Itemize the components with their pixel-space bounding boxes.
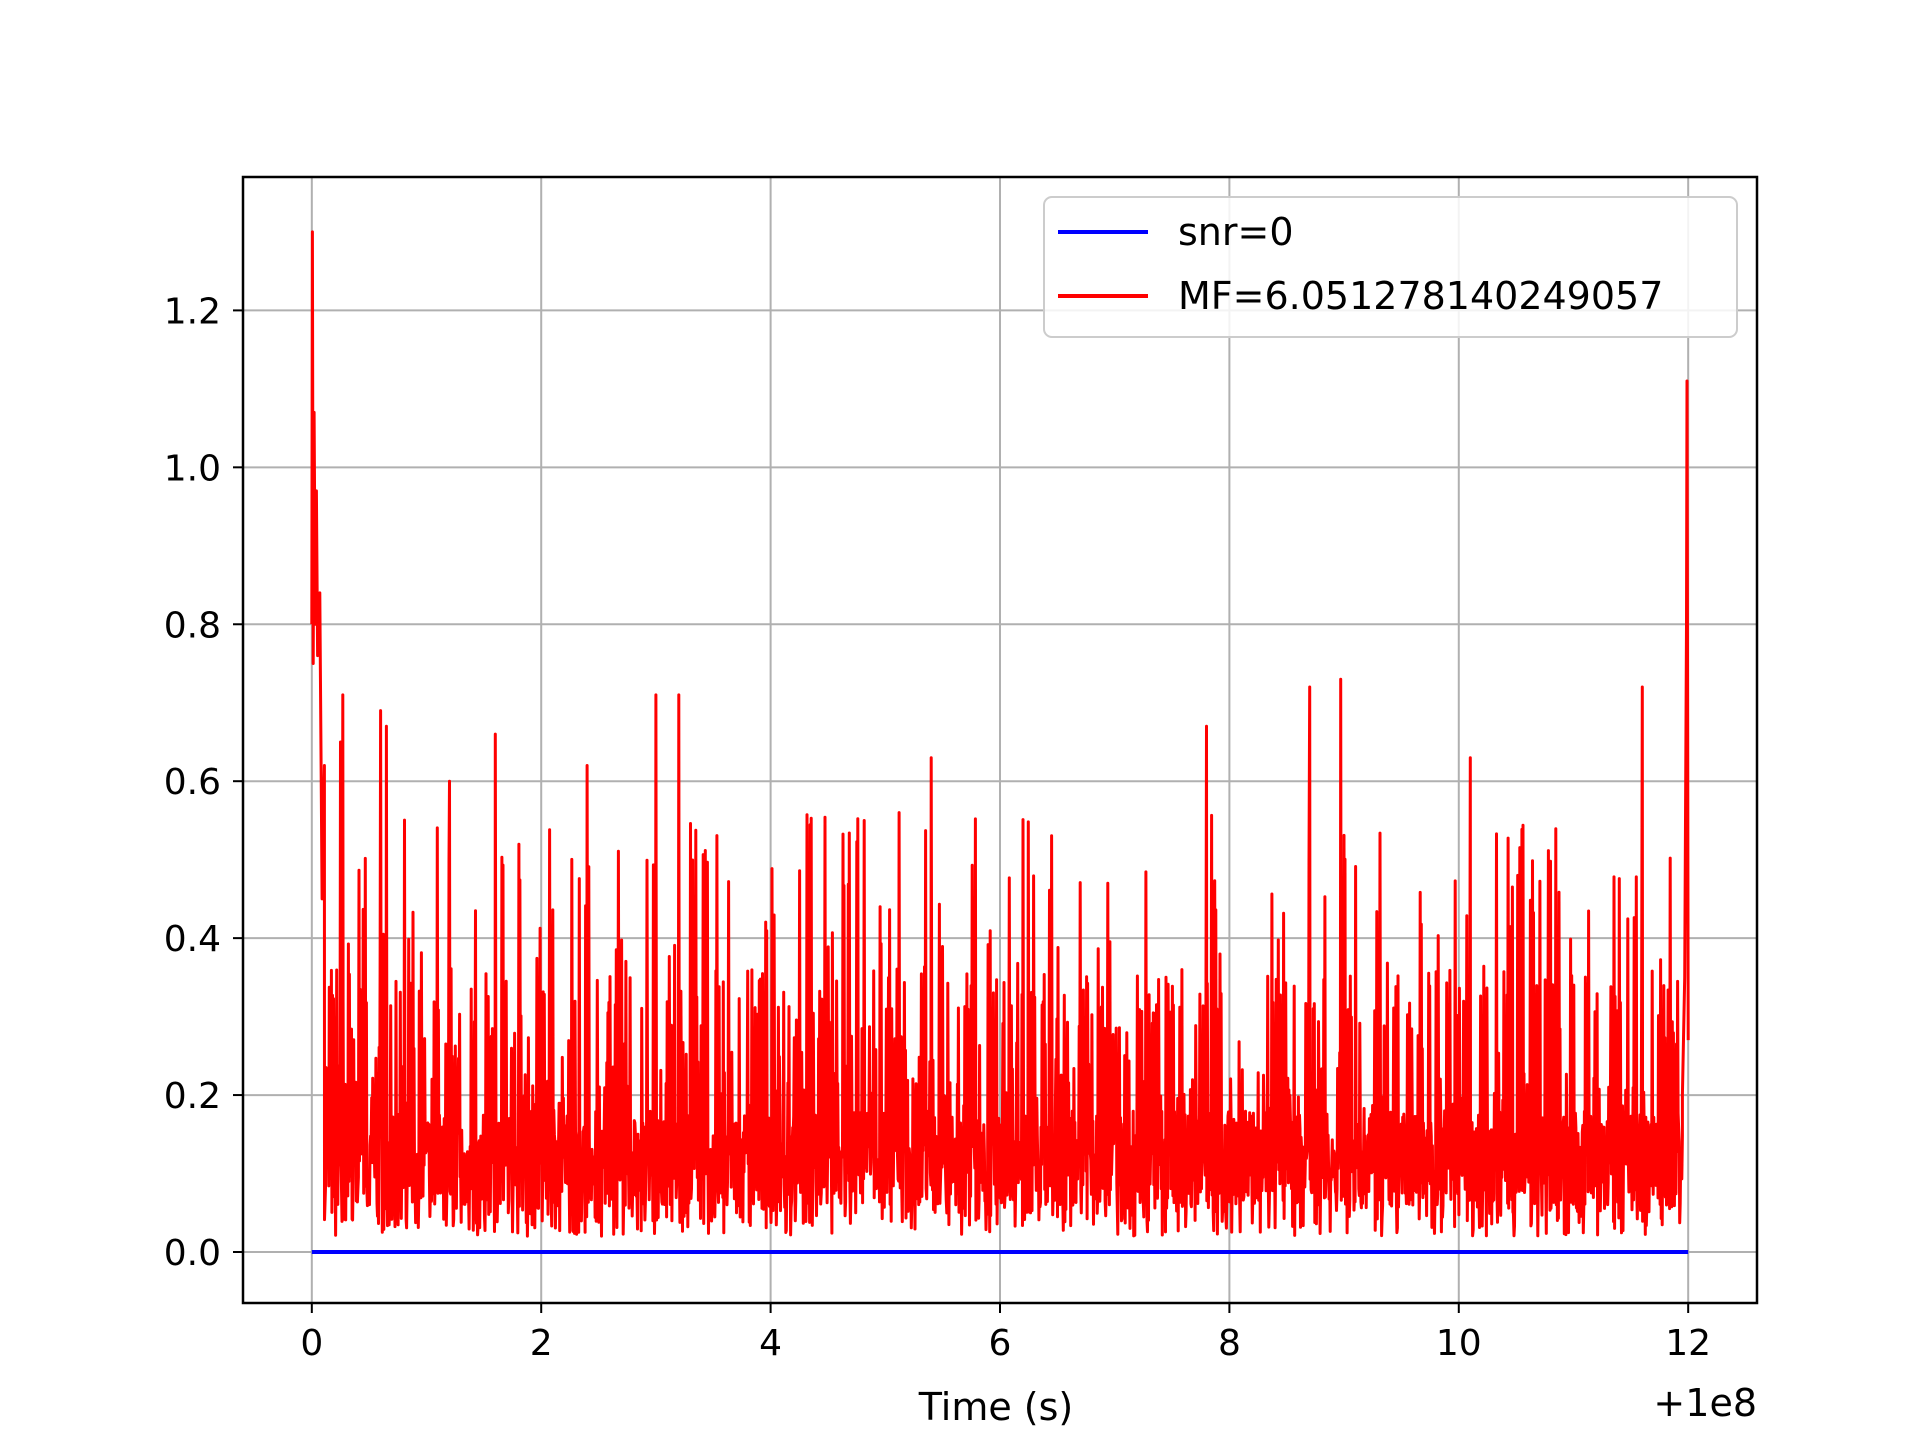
x-axis-offset-label: +1e8 bbox=[1653, 1381, 1757, 1425]
x-tick-label: 2 bbox=[530, 1323, 553, 1364]
y-tick-label: 0.6 bbox=[164, 762, 221, 803]
tick-marks bbox=[233, 309, 1690, 1313]
x-tick-label: 6 bbox=[989, 1323, 1012, 1364]
y-tick-label: 0.2 bbox=[164, 1076, 221, 1117]
x-tick-label: 10 bbox=[1436, 1323, 1482, 1364]
tick-labels: 0 2 4 6 8 10 12 0.0 0.2 0.4 0.6 0.8 1.0 1.2 bbox=[164, 291, 1711, 1364]
x-axis-label: Time (s) bbox=[918, 1385, 1074, 1429]
x-tick-label: 8 bbox=[1218, 1323, 1241, 1364]
series-line-mf bbox=[310, 230, 1690, 1238]
legend-label: MF=6.051278140249057 bbox=[1178, 274, 1663, 318]
x-tick-label: 12 bbox=[1665, 1323, 1711, 1364]
y-tick-label: 1.2 bbox=[164, 291, 221, 332]
y-tick-label: 0.4 bbox=[164, 919, 221, 960]
plot-area bbox=[310, 230, 1690, 1254]
y-tick-label: 0.0 bbox=[164, 1233, 221, 1274]
x-tick-label: 0 bbox=[300, 1323, 323, 1364]
legend-label: snr=0 bbox=[1178, 210, 1294, 254]
legend-box bbox=[1043, 196, 1738, 338]
y-tick-label: 1.0 bbox=[164, 448, 221, 489]
x-tick-label: 4 bbox=[759, 1323, 782, 1364]
legend: snr=0 MF=6.051278140249057 bbox=[1043, 196, 1738, 338]
y-tick-label: 0.8 bbox=[164, 605, 221, 646]
